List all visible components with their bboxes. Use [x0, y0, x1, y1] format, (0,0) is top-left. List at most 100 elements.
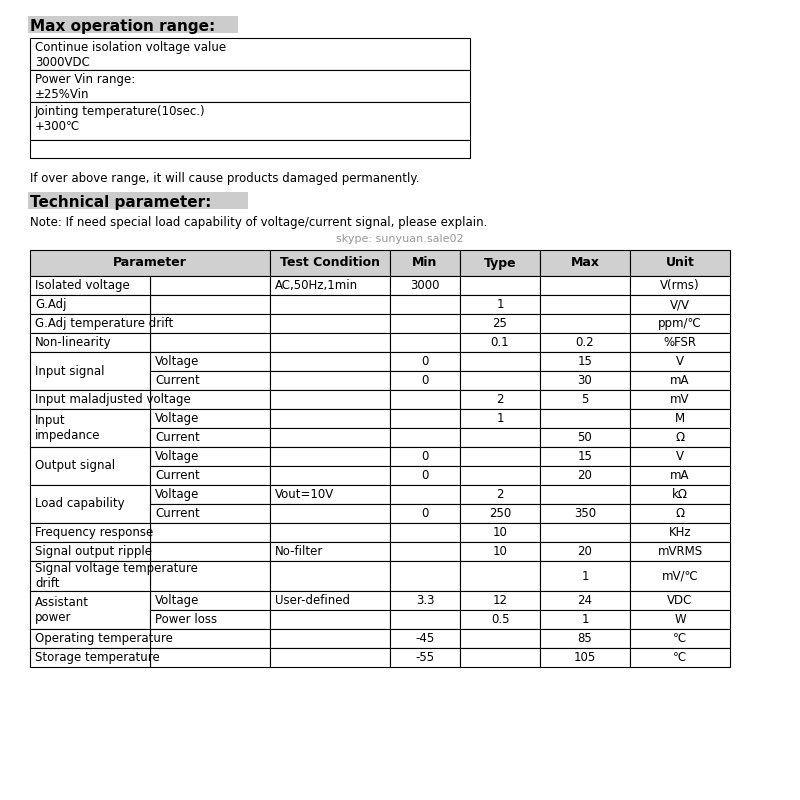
Bar — [540, 504, 630, 523]
Text: 0.5: 0.5 — [490, 613, 510, 626]
Text: mV/℃: mV/℃ — [662, 570, 698, 582]
Bar — [540, 523, 630, 542]
Bar — [390, 523, 460, 542]
Bar — [540, 371, 630, 390]
Bar — [540, 485, 630, 504]
Bar — [390, 542, 460, 561]
Text: No-filter: No-filter — [275, 545, 323, 558]
Text: 10: 10 — [493, 526, 507, 539]
Bar — [540, 591, 630, 610]
Text: Test Condition: Test Condition — [280, 257, 380, 270]
Bar — [30, 523, 150, 542]
Text: Load capability: Load capability — [35, 498, 125, 510]
Text: VDC: VDC — [667, 594, 693, 607]
Bar — [30, 542, 150, 561]
Text: mV: mV — [670, 393, 690, 406]
Bar — [460, 390, 540, 409]
Bar — [540, 314, 630, 333]
Text: Ω: Ω — [675, 431, 685, 444]
Bar — [540, 648, 630, 667]
Bar — [30, 70, 470, 102]
Bar — [460, 561, 540, 591]
Bar — [270, 591, 390, 610]
Bar — [150, 561, 270, 591]
Bar — [540, 333, 630, 352]
Bar — [150, 428, 270, 447]
Bar — [540, 295, 630, 314]
Bar — [540, 542, 630, 561]
Bar — [270, 428, 390, 447]
Bar — [540, 447, 630, 466]
Bar — [270, 629, 390, 648]
Text: Current: Current — [155, 431, 200, 444]
Text: 0.2: 0.2 — [576, 336, 594, 349]
Text: 2: 2 — [496, 488, 504, 501]
Bar — [630, 561, 730, 591]
Bar — [460, 250, 540, 276]
Bar — [390, 466, 460, 485]
Bar — [630, 466, 730, 485]
Bar — [540, 561, 630, 591]
Bar — [270, 610, 390, 629]
Bar — [460, 409, 540, 428]
Text: Current: Current — [155, 469, 200, 482]
Bar — [270, 542, 390, 561]
Text: -55: -55 — [415, 651, 434, 664]
Text: 105: 105 — [574, 651, 596, 664]
Text: Parameter: Parameter — [113, 257, 187, 270]
Bar — [390, 314, 460, 333]
Bar — [390, 276, 460, 295]
Bar — [30, 390, 150, 409]
Bar — [460, 648, 540, 667]
Text: Input signal: Input signal — [35, 365, 105, 378]
Text: Input
impedance: Input impedance — [35, 414, 101, 442]
Bar — [460, 523, 540, 542]
Text: Signal output ripple: Signal output ripple — [35, 545, 152, 558]
Text: 0: 0 — [422, 469, 429, 482]
Bar — [630, 648, 730, 667]
Bar — [270, 390, 390, 409]
Bar — [540, 466, 630, 485]
Bar — [150, 542, 270, 561]
Text: ppm/℃: ppm/℃ — [658, 317, 702, 330]
Text: Non-linearity: Non-linearity — [35, 336, 112, 349]
Text: Assistant
power: Assistant power — [35, 596, 89, 624]
Bar — [460, 542, 540, 561]
Bar — [630, 352, 730, 371]
Text: Vout=10V: Vout=10V — [275, 488, 334, 501]
Text: 25: 25 — [493, 317, 507, 330]
Bar — [28, 16, 238, 33]
Bar — [630, 542, 730, 561]
Bar — [540, 428, 630, 447]
Bar — [270, 504, 390, 523]
Bar — [150, 591, 270, 610]
Text: Operating temperature: Operating temperature — [35, 632, 173, 645]
Bar — [460, 485, 540, 504]
Text: Max: Max — [570, 257, 599, 270]
Text: V: V — [676, 450, 684, 463]
Text: 30: 30 — [578, 374, 592, 387]
Text: 10: 10 — [493, 545, 507, 558]
Bar — [390, 485, 460, 504]
Bar — [390, 561, 460, 591]
Bar — [390, 295, 460, 314]
Text: ℃: ℃ — [674, 651, 686, 664]
Bar — [390, 250, 460, 276]
Bar — [390, 591, 460, 610]
Bar — [150, 371, 270, 390]
Bar — [390, 409, 460, 428]
Text: 0: 0 — [422, 374, 429, 387]
Bar — [460, 295, 540, 314]
Bar — [390, 371, 460, 390]
Bar — [30, 250, 270, 276]
Text: KHz: KHz — [669, 526, 691, 539]
Text: Input maladjusted voltage: Input maladjusted voltage — [35, 393, 190, 406]
Text: 1: 1 — [496, 298, 504, 311]
Bar — [540, 352, 630, 371]
Text: Continue isolation voltage value
3000VDC: Continue isolation voltage value 3000VDC — [35, 41, 226, 69]
Text: -45: -45 — [415, 632, 434, 645]
Text: 5: 5 — [582, 393, 589, 406]
Bar — [390, 428, 460, 447]
Text: 1: 1 — [582, 570, 589, 582]
Bar — [30, 352, 150, 390]
